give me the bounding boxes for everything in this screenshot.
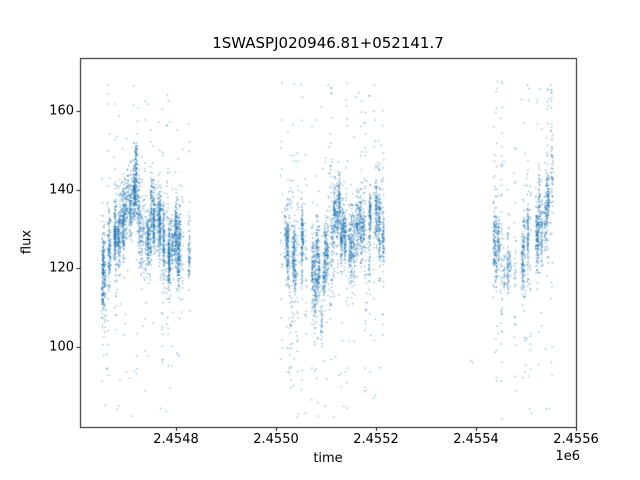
x-tick-label: 2.4554 (453, 432, 499, 447)
x-tick-label: 2.4548 (153, 432, 199, 447)
x-tick-label: 2.4552 (353, 432, 399, 447)
chart-title: 1SWASPJ020946.81+052141.7 (212, 34, 444, 52)
x-axis-offset-label: 1e6 (555, 449, 580, 464)
y-tick-label: 140 (49, 182, 74, 197)
y-tick-label: 100 (49, 339, 74, 355)
y-axis-label: flux (19, 229, 35, 255)
x-axis-label: time (313, 451, 343, 466)
x-tick-label: 2.4556 (553, 432, 599, 447)
x-tick-label: 2.4550 (253, 432, 299, 447)
y-tick-label: 160 (49, 103, 74, 119)
y-tick-label: 120 (49, 260, 74, 276)
